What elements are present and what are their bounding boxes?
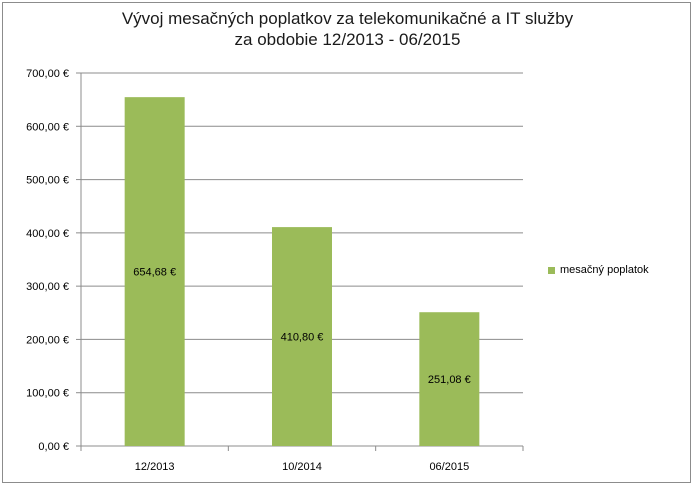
y-tick-label: 500,00 € [26,175,69,187]
bar [272,227,332,446]
data-label: 654,68 € [133,267,176,279]
x-tick-label: 10/2014 [282,461,322,473]
bar [124,97,185,447]
legend: mesačný poplatok [548,264,649,276]
y-tick-label: 100,00 € [26,388,69,400]
chart-subtitle: za obdobie 12/2013 - 06/2015 [234,30,461,49]
data-label: 410,80 € [281,332,324,344]
x-tick-label: 06/2015 [429,461,469,473]
x-tick-label: 12/2013 [135,461,175,473]
y-tick-label: 700,00 € [26,68,69,80]
bar [419,312,480,446]
chart-area [2,2,691,483]
chart-title: Vývoj mesačných poplatkov za telekomunik… [121,9,574,28]
chart-title-block: Vývoj mesačných poplatkov za telekomunik… [0,8,695,50]
y-tick-label: 0,00 € [38,441,69,453]
y-tick-label: 200,00 € [26,334,69,346]
legend-swatch [548,266,555,274]
data-label: 251,08 € [428,374,471,386]
y-tick-label: 400,00 € [26,228,69,240]
legend-label: mesačný poplatok [560,264,649,276]
y-tick-label: 600,00 € [26,121,69,133]
y-tick-label: 300,00 € [26,281,69,293]
